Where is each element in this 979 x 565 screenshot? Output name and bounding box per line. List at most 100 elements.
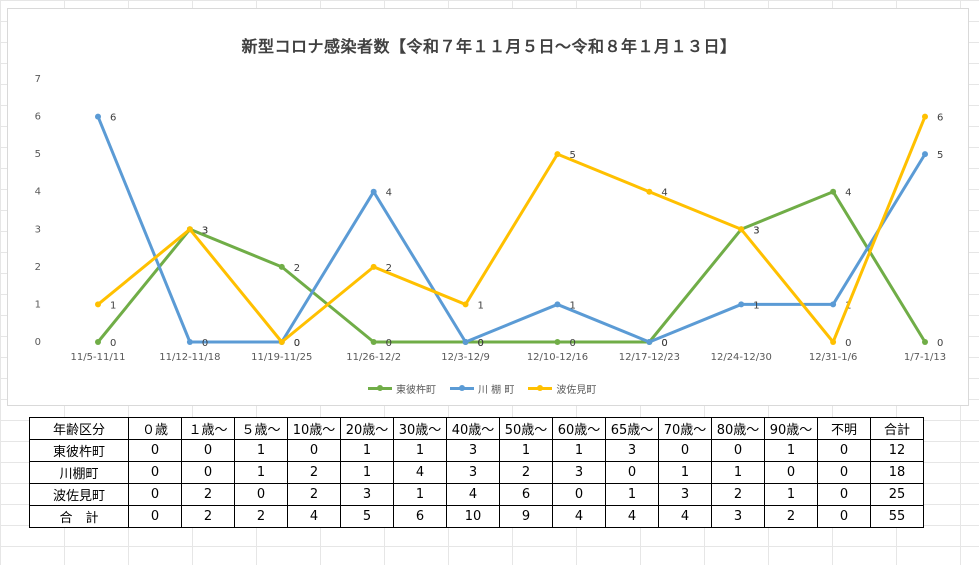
table-cell: 3	[605, 439, 659, 462]
row-label: 合 計	[29, 505, 129, 528]
column-header: 30歳～	[393, 417, 447, 440]
data-point	[278, 263, 285, 270]
row-label: 波佐見町	[29, 483, 129, 506]
age-breakdown-table: 年齢区分 ０歳 １歳～ ５歳～ 10歳～ 20歳～ 30歳～ 40歳～ 50歳～ 60歳～ 65歳～…	[29, 417, 924, 528]
table-cell: 12	[870, 439, 924, 462]
table-cell: 4	[552, 505, 606, 528]
series-line-2	[97, 116, 927, 344]
data-point	[462, 339, 469, 345]
table-cell: 1	[340, 461, 394, 484]
x-tick-label: 12/3-12/9	[441, 352, 490, 363]
data-label: 0	[661, 338, 667, 349]
table-cell: 3	[711, 505, 765, 528]
column-header: 40歳～	[446, 417, 500, 440]
table-cell: 18	[870, 461, 924, 484]
data-label: 3	[202, 225, 208, 236]
x-tick-label: 12/24-12/30	[711, 352, 772, 363]
table-cell: 9	[499, 505, 553, 528]
data-point	[738, 226, 745, 233]
data-point	[95, 339, 101, 345]
table-cell: 2	[711, 483, 765, 506]
y-tick-label: 2	[35, 262, 41, 273]
data-point	[186, 226, 193, 233]
chart-area[interactable]: 新型コロナ感染者数【令和７年１１月５日～令和８年１月１３日】 0 1 2 3 4 5 6 7 1…	[7, 8, 969, 406]
table-row: 合 計 0 2 2 4 5 6 10 9 4 4 4 3 2 0 55	[29, 505, 924, 528]
table-cell: 0	[128, 483, 182, 506]
legend-swatch	[450, 385, 474, 391]
data-label: 0	[386, 338, 392, 349]
table-cell: 1	[499, 439, 553, 462]
table-cell: 6	[393, 505, 447, 528]
table-cell: 1	[711, 461, 765, 484]
table-cell: 0	[817, 505, 871, 528]
data-label: 2	[294, 263, 300, 274]
data-label: 0	[294, 338, 300, 349]
table-cell: 3	[552, 461, 606, 484]
data-label: 3	[753, 225, 759, 236]
table-cell: 0	[181, 439, 235, 462]
data-point	[370, 188, 377, 195]
table-row: 東彼杵町 0 0 1 0 1 1 3 1 1 3 0 0 1 0 12	[29, 439, 924, 462]
data-label: 0	[294, 338, 300, 349]
table-cell: 2	[287, 461, 341, 484]
data-point	[554, 339, 561, 345]
table-cell: 0	[605, 461, 659, 484]
data-label: 1	[110, 300, 116, 311]
column-header: 50歳～	[499, 417, 553, 440]
y-tick-label: 5	[35, 149, 41, 160]
y-tick-label: 6	[35, 112, 41, 123]
data-point	[186, 339, 193, 345]
table-cell: 5	[340, 505, 394, 528]
data-label: 4	[386, 188, 392, 199]
table-cell: 0	[817, 461, 871, 484]
data-label: 1	[753, 300, 759, 311]
y-tick-label: 0	[35, 337, 41, 348]
table-cell: 4	[658, 505, 712, 528]
table-cell: 3	[340, 483, 394, 506]
column-header: 60歳～	[552, 417, 606, 440]
table-cell: 0	[764, 461, 818, 484]
data-label: 3	[202, 225, 208, 236]
table-cell: 1	[552, 439, 606, 462]
table-cell: 55	[870, 505, 924, 528]
table-cell: 1	[234, 461, 288, 484]
table-cell: 1	[605, 483, 659, 506]
data-point	[646, 339, 653, 345]
data-point	[554, 301, 561, 308]
column-header: 80歳～	[711, 417, 765, 440]
table-row: 波佐見町 0 2 0 2 3 1 4 6 0 1 3 2 1 0 25	[29, 483, 924, 506]
table-cell: 25	[870, 483, 924, 506]
table-cell: 4	[446, 483, 500, 506]
data-point	[278, 339, 285, 345]
line-chart-plot: 0 1 2 3 4 5 6 7 11/5-11/11 11/12-11/18 11/19-11/25…	[35, 74, 946, 363]
data-point	[370, 263, 377, 270]
series-line-1	[96, 116, 927, 344]
x-tick-label: 11/19-11/25	[251, 352, 312, 363]
table-cell: 3	[658, 483, 712, 506]
legend-label: 川 棚 町	[478, 385, 515, 396]
column-header: 70歳～	[658, 417, 712, 440]
data-point	[95, 301, 101, 308]
data-label: 0	[569, 338, 575, 349]
legend-label: 波佐見町	[556, 385, 597, 396]
table-cell: 0	[552, 483, 606, 506]
row-label: 東彼杵町	[29, 439, 129, 462]
data-label: 2	[386, 263, 392, 274]
chart-title: 新型コロナ感染者数【令和７年１１月５日～令和８年１月１３日】	[241, 37, 737, 56]
data-point	[922, 113, 928, 120]
legend-item: 東彼杵町	[368, 381, 436, 396]
table-cell: 0	[128, 505, 182, 528]
table-cell: 1	[658, 461, 712, 484]
table-cell: 0	[128, 439, 182, 462]
table-cell: 0	[128, 461, 182, 484]
table-cell: 0	[658, 439, 712, 462]
x-tick-label: 12/10-12/16	[527, 352, 588, 363]
column-header: 20歳～	[340, 417, 394, 440]
table-cell: 10	[446, 505, 500, 528]
data-label: 1	[569, 300, 575, 311]
table-cell: 0	[817, 439, 871, 462]
column-header: ０歳	[128, 417, 182, 440]
legend-swatch	[368, 385, 392, 391]
data-point	[830, 188, 837, 195]
table-cell: 1	[393, 439, 447, 462]
